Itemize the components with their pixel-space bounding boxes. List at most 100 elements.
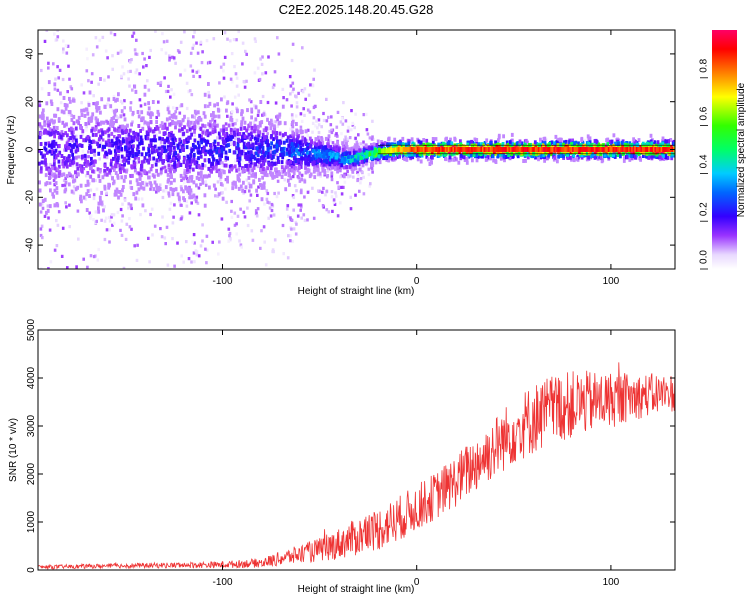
heatmap-cell	[121, 124, 124, 129]
heatmap-cell	[216, 136, 219, 140]
heatmap-cell	[161, 147, 164, 152]
heatmap-cell	[119, 49, 123, 53]
heatmap-cell	[195, 164, 199, 169]
heatmap-cell	[52, 162, 56, 167]
heatmap-cell	[541, 152, 545, 157]
heatmap-cell	[277, 52, 281, 56]
heatmap-cell	[663, 144, 667, 149]
heatmap-cell	[258, 123, 262, 128]
heatmap-cell	[142, 146, 145, 151]
heatmap-cell	[537, 157, 540, 162]
heatmap-cell	[127, 141, 131, 146]
heatmap-cell	[112, 120, 115, 125]
heatmap-cell	[48, 143, 51, 148]
heatmap-cell	[216, 141, 220, 146]
heatmap-cell	[106, 166, 109, 171]
heatmap-cell	[99, 201, 103, 206]
heatmap-cell	[296, 158, 300, 163]
heatmap-cell	[203, 193, 207, 198]
heatmap-cell	[290, 113, 294, 117]
heatmap-cell	[242, 145, 246, 150]
heatmap-cell	[86, 179, 90, 184]
heatmap-cell	[143, 102, 147, 106]
heatmap-cell	[244, 155, 248, 160]
heatmap-cell	[411, 155, 415, 160]
heatmap-cell	[222, 128, 226, 133]
heatmap-cell	[497, 135, 501, 140]
heatmap-cell	[62, 164, 66, 169]
heatmap-cell	[364, 161, 368, 166]
heatmap-cell	[95, 108, 99, 113]
heatmap-cell	[74, 134, 78, 138]
heatmap-cell	[240, 151, 244, 156]
heatmap-cell	[600, 143, 603, 148]
heatmap-cell	[88, 90, 92, 95]
heatmap-cell	[134, 52, 137, 56]
heatmap-cell	[155, 168, 158, 173]
heatmap-cell	[362, 192, 366, 196]
heatmap-cell	[240, 159, 244, 163]
heatmap-cell	[488, 151, 492, 155]
heatmap-cell	[514, 143, 517, 148]
heatmap-cell	[140, 110, 144, 115]
heatmap-cell	[196, 140, 200, 145]
heatmap-cell	[288, 182, 291, 187]
heatmap-cell	[222, 139, 225, 144]
heatmap-cell	[393, 137, 397, 142]
heatmap-cell	[90, 165, 93, 170]
heatmap-cell	[121, 214, 124, 218]
heatmap-cell	[309, 83, 312, 87]
heatmap-cell	[125, 169, 128, 174]
heatmap-cell	[260, 197, 264, 202]
heatmap-cell	[174, 115, 178, 120]
heatmap-cell	[327, 148, 331, 153]
heatmap-cell	[117, 92, 120, 97]
heatmap-cell	[330, 195, 334, 199]
heatmap-cell	[248, 167, 252, 171]
heatmap-cell	[127, 146, 131, 151]
heatmap-cell	[347, 155, 350, 159]
heatmap-cell	[345, 159, 349, 163]
heatmap-cell	[292, 195, 296, 200]
heatmap-cell	[257, 185, 260, 189]
heatmap-cell	[127, 132, 131, 137]
heatmap-cell	[139, 185, 143, 190]
heatmap-cell	[236, 174, 240, 179]
heatmap-cell	[158, 157, 162, 162]
heatmap-cell	[396, 154, 399, 159]
heatmap-cell	[126, 123, 129, 128]
heatmap-cell	[410, 137, 414, 142]
heatmap-cell	[270, 202, 274, 207]
heatmap-cell	[213, 123, 216, 127]
heatmap-cell	[521, 144, 525, 149]
heatmap-cell	[254, 209, 258, 213]
heatmap-cell	[569, 155, 572, 160]
heatmap-cell	[101, 144, 105, 149]
heatmap-cell	[209, 119, 212, 124]
heatmap-cell	[115, 114, 118, 119]
heatmap-cell	[66, 44, 70, 48]
heatmap-cell	[38, 100, 41, 105]
heatmap-cell	[238, 172, 242, 177]
heatmap-cell	[81, 154, 85, 159]
heatmap-cell	[143, 84, 147, 89]
heatmap-cell	[343, 146, 347, 151]
heatmap-cell	[359, 177, 363, 181]
heatmap-cell	[102, 208, 105, 213]
heatmap-cell	[153, 180, 157, 185]
heatmap-cell	[299, 125, 303, 129]
heatmap-cell	[645, 151, 649, 156]
heatmap-cell	[157, 146, 161, 151]
heatmap-cell	[236, 158, 240, 162]
heatmap-cell	[193, 241, 196, 245]
heatmap-cell	[275, 170, 278, 175]
heatmap-cell	[121, 188, 124, 193]
heatmap-cell	[129, 180, 132, 185]
heatmap-cell	[83, 113, 87, 118]
heatmap-cell	[485, 150, 489, 155]
heatmap-cell	[45, 210, 48, 215]
heatmap-cell	[92, 94, 95, 98]
heatmap-cell	[153, 224, 157, 228]
heatmap-cell	[233, 223, 237, 227]
heatmap-cell	[542, 137, 546, 142]
